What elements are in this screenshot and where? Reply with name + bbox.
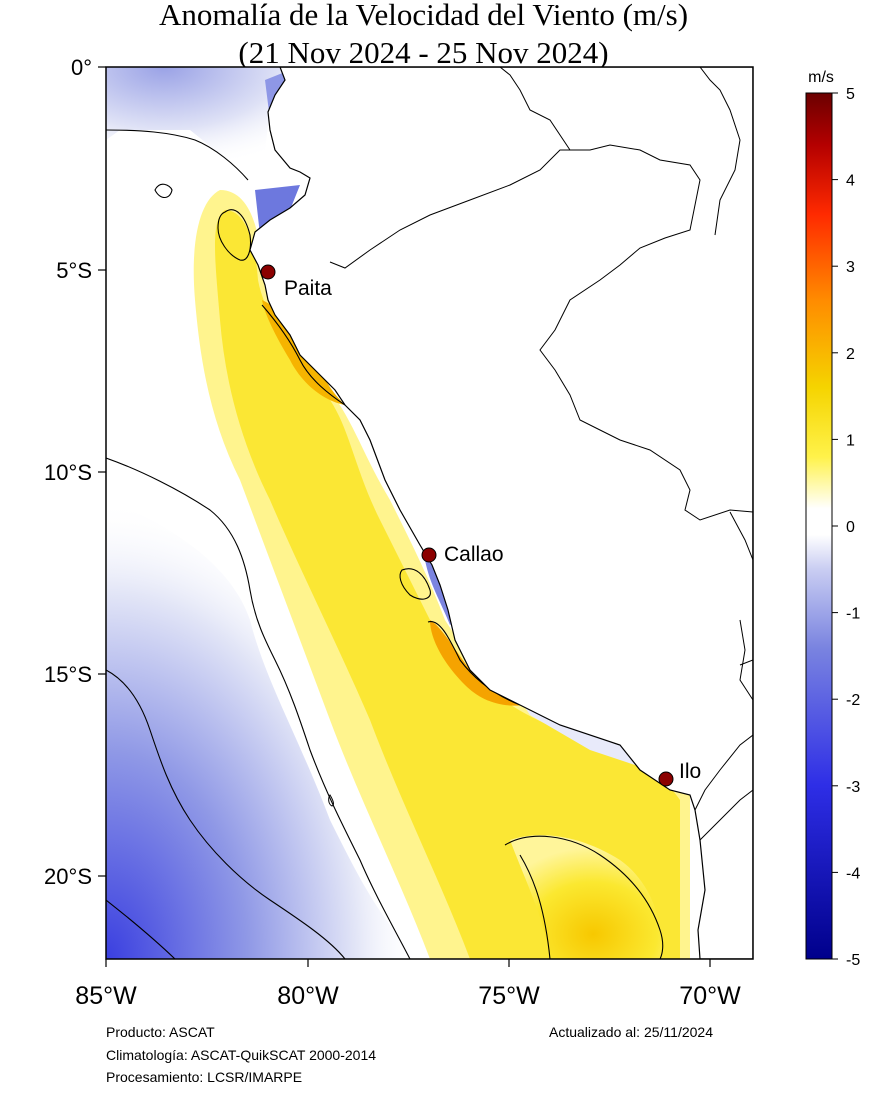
footer-updated: Actualizado al: 25/11/2024 [549, 1024, 713, 1040]
city-label-ilo: Ilo [679, 760, 701, 783]
colorbar-tick-label: -2 [846, 692, 860, 709]
map-date-range: (21 Nov 2024 - 25 Nov 2024) [238, 35, 609, 70]
lat-label: 5°S [56, 258, 92, 283]
footer-product: Producto: ASCAT [106, 1024, 215, 1040]
colorbar-tick-label: -3 [846, 779, 860, 796]
city-marker-paita[interactable] [260, 264, 276, 280]
colorbar-tick-label: -4 [846, 865, 860, 882]
colorbar: m/s 5 4 3 2 1 0 -1 -2 -3 -4 -5 [805, 69, 860, 969]
colorbar-tick-label: 1 [846, 432, 855, 449]
city-label-paita: Paita [284, 277, 332, 300]
lon-label: 85°W [75, 982, 137, 1010]
city-marker-callao[interactable] [421, 547, 437, 563]
colorbar-tick-label: 2 [846, 346, 855, 363]
lat-label: 10°S [44, 460, 92, 485]
city-markers: Paita Callao Ilo [260, 264, 701, 787]
colorbar-tick-label: -1 [846, 606, 860, 623]
city-label-callao: Callao [444, 543, 504, 566]
longitude-axis: 85°W 80°W 75°W 70°W [75, 959, 741, 1010]
lon-label: 80°W [277, 982, 339, 1010]
lon-label: 75°W [478, 982, 540, 1010]
colorbar-unit: m/s [808, 69, 834, 86]
latitude-axis: 0° 5°S 10°S 15°S 20°S [44, 55, 106, 889]
colorbar-tick-label: 5 [846, 86, 855, 103]
map-title: Anomalía de la Velocidad del Viento (m/s… [158, 0, 689, 32]
lat-label: 15°S [44, 662, 92, 687]
city-marker-ilo[interactable] [658, 771, 674, 787]
colorbar-tick-label: 3 [846, 259, 855, 276]
colorbar-tick-label: 4 [846, 173, 855, 190]
colorbar-tick-label: 0 [846, 519, 855, 536]
lat-label: 20°S [44, 864, 92, 889]
colorbar-tick-label: -5 [846, 952, 860, 969]
footer-climatology: Climatología: ASCAT-QuikSCAT 2000-2014 [106, 1047, 377, 1063]
lon-label: 70°W [679, 982, 741, 1010]
colorbar-gradient [805, 92, 833, 960]
footer-processing: Procesamiento: LCSR/IMARPE [106, 1069, 303, 1085]
anomaly-field [106, 67, 753, 959]
map-frame [105, 66, 754, 960]
lat-label: 0° [71, 55, 92, 80]
